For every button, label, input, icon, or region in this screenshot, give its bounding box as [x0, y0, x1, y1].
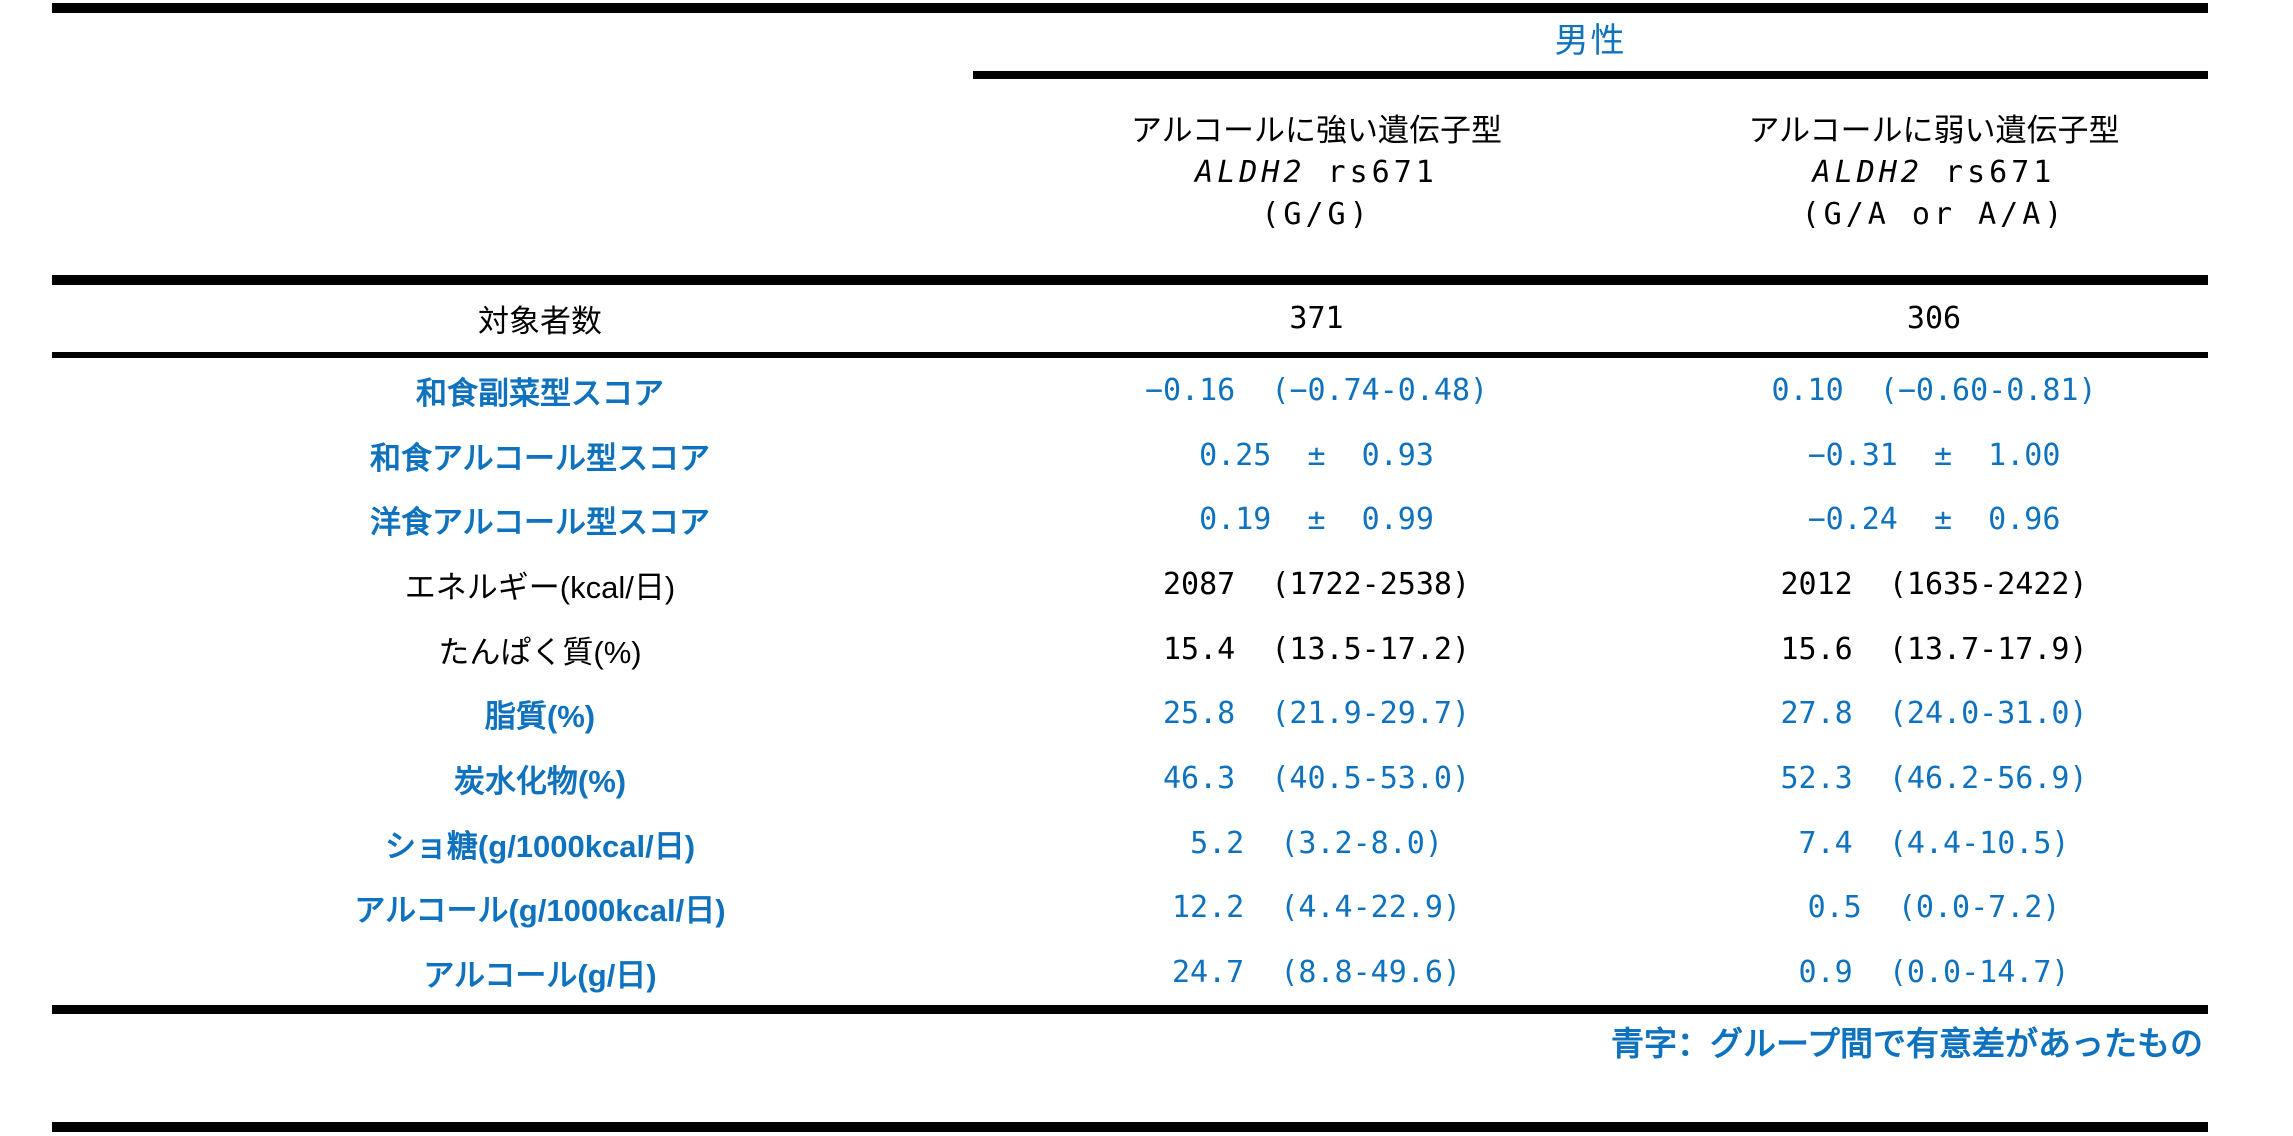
row-value-strong: 0.19 ± 0.99: [1199, 502, 1434, 538]
table-row: 和食アルコール型スコア 0.25 ± 0.93 −0.31 ± 1.00: [52, 423, 2208, 488]
gene-name: ALDH2: [1195, 155, 1306, 190]
column-title: アルコールに強い遺伝子型: [1130, 113, 1503, 148]
genotype-label: (G/A or A/A): [1801, 197, 2067, 232]
count-value-weak: 306: [1906, 301, 1962, 336]
row-label: アルコール(g/日): [423, 958, 657, 994]
subject-count-row: 対象者数 371 306: [52, 285, 2208, 352]
gene-snp-line: ALDH2 rs671: [1660, 152, 2208, 194]
gender-group-header: 男性: [1554, 22, 1627, 60]
snp-id: rs671: [1305, 155, 1438, 190]
rule-below-count-row: [52, 352, 2208, 358]
row-value-weak: 27.8 (24.0-31.0): [1780, 696, 2088, 732]
row-label: 和食アルコール型スコア: [369, 440, 711, 476]
column-header-spacer: [52, 110, 973, 236]
rule-page-bottom: [52, 1122, 2208, 1132]
row-value-weak: 7.4 (4.4-10.5): [1798, 825, 2070, 861]
column-header-alcohol-strong: アルコールに強い遺伝子型 ALDH2 rs671 (G/G): [973, 110, 1660, 236]
column-header-alcohol-weak: アルコールに弱い遺伝子型 ALDH2 rs671 (G/A or A/A): [1660, 110, 2208, 236]
rule-under-gender-header: [973, 71, 2208, 79]
row-label: たんぱく質(%): [438, 634, 642, 670]
rule-below-column-headers: [52, 275, 2208, 285]
table-row: エネルギー(kcal/日) 2087 (1722-2538) 2012 (163…: [52, 552, 2208, 617]
column-header-row: アルコールに強い遺伝子型 ALDH2 rs671 (G/G) アルコールに弱い遺…: [52, 110, 2208, 236]
row-label: アルコール(g/1000kcal/日): [354, 893, 726, 929]
table-row: 洋食アルコール型スコア 0.19 ± 0.99 −0.24 ± 0.96: [52, 487, 2208, 552]
row-value-strong: 24.7 (8.8-49.6): [1172, 955, 1461, 991]
row-value-weak: 0.10 (−0.60-0.81): [1771, 372, 2097, 408]
row-value-weak: 0.9 (0.0-14.7): [1798, 955, 2070, 991]
row-value-weak: −0.24 ± 0.96: [1807, 502, 2061, 538]
data-rows: 和食副菜型スコア −0.16 (−0.74-0.48) 0.10 (−0.60-…: [52, 358, 2208, 1005]
row-label: 脂質(%): [484, 699, 596, 735]
row-value-strong: 25.8 (21.9-29.7): [1162, 696, 1471, 732]
row-value-weak: −0.31 ± 1.00: [1807, 437, 2061, 473]
table-row: アルコール(g/1000kcal/日) 12.2 (4.4-22.9) 0.5 …: [52, 876, 2208, 941]
row-value-strong: 46.3 (40.5-53.0): [1162, 761, 1471, 797]
row-value-strong: 0.25 ± 0.93: [1199, 437, 1434, 473]
row-value-weak: 15.6 (13.7-17.9): [1780, 631, 2088, 667]
row-value-strong: 5.2 (3.2-8.0): [1190, 825, 1443, 861]
row-value-strong: 2087 (1722-2538): [1162, 566, 1471, 602]
row-value-strong: −0.16 (−0.74-0.48): [1144, 372, 1489, 408]
footnote: 青字：グループ間で有意差があったもの: [1610, 1025, 2203, 1062]
column-title: アルコールに弱い遺伝子型: [1748, 113, 2120, 148]
gene-name: ALDH2: [1812, 155, 1923, 190]
snp-id: rs671: [1922, 155, 2056, 190]
row-label: 和食副菜型スコア: [416, 375, 664, 411]
row-value-weak: 0.5 (0.0-7.2): [1807, 890, 2061, 926]
row-label: 炭水化物(%): [453, 764, 627, 800]
row-value-weak: 2012 (1635-2422): [1780, 566, 2088, 602]
count-value-strong: 371: [1289, 301, 1344, 336]
table-row: ショ糖(g/1000kcal/日) 5.2 (3.2-8.0) 7.4 (4.4…: [52, 811, 2208, 876]
row-label: エネルギー(kcal/日): [404, 569, 676, 605]
gene-snp-line: ALDH2 rs671: [973, 152, 1660, 194]
rule-top: [52, 3, 2208, 13]
table-row: 和食副菜型スコア −0.16 (−0.74-0.48) 0.10 (−0.60-…: [52, 358, 2208, 423]
table-row: 炭水化物(%) 46.3 (40.5-53.0) 52.3 (46.2-56.9…: [52, 746, 2208, 811]
row-value-weak: 52.3 (46.2-56.9): [1780, 761, 2088, 797]
genotype-label: (G/G): [1261, 197, 1372, 232]
row-label: 対象者数: [478, 304, 602, 339]
table-row: 脂質(%) 25.8 (21.9-29.7) 27.8 (24.0-31.0): [52, 682, 2208, 747]
row-value-strong: 12.2 (4.4-22.9): [1172, 890, 1461, 926]
rule-below-table: [52, 1005, 2208, 1014]
table-row: たんぱく質(%) 15.4 (13.5-17.2) 15.6 (13.7-17.…: [52, 617, 2208, 682]
row-label: 洋食アルコール型スコア: [369, 505, 711, 541]
row-value-strong: 15.4 (13.5-17.2): [1162, 631, 1471, 667]
row-label: ショ糖(g/1000kcal/日): [384, 828, 696, 864]
table-row: アルコール(g/日) 24.7 (8.8-49.6) 0.9 (0.0-14.7…: [52, 940, 2208, 1005]
